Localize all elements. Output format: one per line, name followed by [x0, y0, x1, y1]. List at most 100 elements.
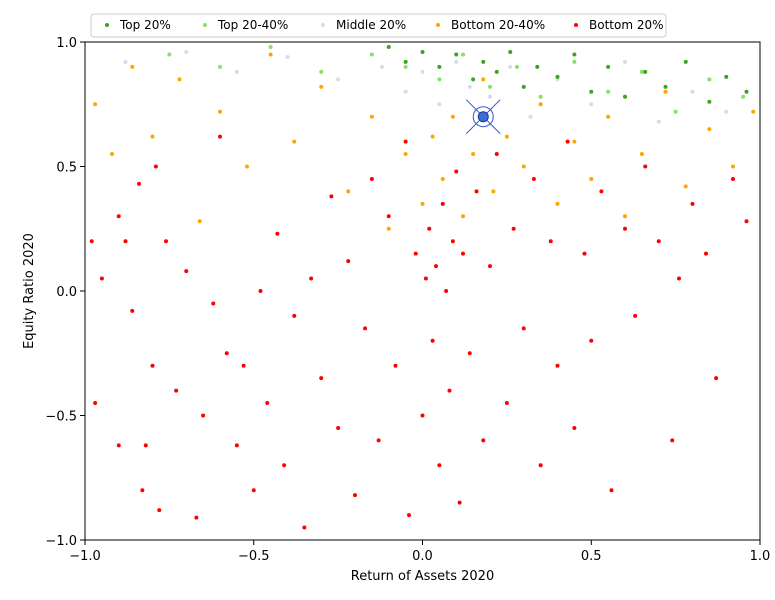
data-point: [197, 219, 202, 224]
data-point: [153, 164, 158, 169]
data-point: [157, 508, 162, 513]
plot-area: [89, 44, 756, 530]
data-point: [437, 463, 442, 468]
x-tick-label: 0.5: [581, 549, 602, 564]
data-point: [241, 363, 246, 368]
data-point: [474, 189, 479, 194]
data-point: [572, 52, 577, 57]
data-point: [437, 64, 442, 69]
data-point: [116, 443, 121, 448]
data-point: [683, 59, 688, 64]
data-point: [690, 89, 695, 94]
data-point: [548, 239, 553, 244]
data-point: [467, 351, 472, 356]
data-point: [268, 52, 273, 57]
data-point: [386, 44, 391, 49]
data-point: [663, 84, 668, 89]
legend-item: Bottom 20-40%: [436, 18, 545, 32]
data-point: [319, 376, 324, 381]
data-point: [420, 413, 425, 418]
legend-marker: [105, 23, 109, 27]
data-point: [572, 59, 577, 64]
x-tick-label: −0.5: [238, 549, 270, 564]
y-tick-label: −1.0: [45, 534, 77, 549]
data-point: [427, 226, 432, 231]
data-point: [582, 251, 587, 256]
data-point: [403, 89, 408, 94]
data-point: [481, 438, 486, 443]
data-point: [93, 401, 98, 406]
plot-frame: [84, 41, 761, 541]
y-tick-label: −0.5: [45, 410, 77, 425]
data-point: [251, 488, 256, 493]
data-point: [677, 276, 681, 281]
data-point: [245, 164, 249, 169]
data-point: [268, 44, 273, 49]
data-point: [511, 226, 516, 231]
data-point: [508, 49, 513, 54]
data-point: [481, 59, 486, 64]
data-point: [275, 231, 280, 236]
data-point: [639, 69, 644, 74]
data-point: [471, 77, 476, 82]
data-point: [609, 488, 614, 493]
legend-item: Middle 20%: [321, 18, 406, 32]
series-bottom-20-: [89, 134, 749, 530]
series-bottom-20-40-: [93, 52, 756, 231]
data-point: [521, 326, 526, 331]
data-point: [673, 109, 678, 114]
data-point: [714, 376, 719, 381]
data-point: [565, 139, 570, 144]
data-point: [663, 89, 668, 94]
data-point: [623, 226, 627, 231]
data-point: [683, 184, 688, 189]
data-point: [380, 64, 384, 69]
data-point: [403, 152, 408, 157]
data-point: [741, 94, 746, 99]
legend-marker: [321, 23, 325, 27]
legend-label: Top 20%: [119, 18, 171, 32]
data-point: [744, 219, 749, 224]
legend-label: Top 20-40%: [217, 18, 288, 32]
x-tick-label: 0.0: [412, 549, 433, 564]
data-point: [538, 463, 543, 468]
data-point: [707, 127, 712, 132]
data-point: [538, 94, 543, 99]
data-point: [751, 109, 756, 114]
data-point: [430, 134, 435, 139]
data-point: [369, 114, 374, 119]
data-point: [440, 176, 445, 181]
data-point: [504, 401, 509, 406]
data-point: [184, 269, 189, 274]
data-point: [508, 64, 513, 69]
data-point: [494, 69, 499, 74]
data-point: [555, 363, 560, 368]
data-point: [423, 276, 428, 281]
data-point: [670, 438, 675, 443]
data-point: [450, 114, 455, 119]
data-point: [504, 134, 509, 139]
data-point: [467, 84, 472, 89]
data-point: [218, 64, 222, 69]
data-point: [413, 251, 418, 256]
legend-box: [90, 13, 667, 38]
data-point: [130, 64, 135, 69]
data-point: [639, 152, 644, 157]
data-point: [572, 139, 577, 144]
data-point: [386, 214, 391, 219]
data-point: [457, 500, 462, 505]
legend-item: Bottom 20%: [574, 18, 664, 32]
data-point: [707, 99, 712, 104]
data-point: [89, 239, 94, 244]
data-point: [572, 425, 577, 430]
data-point: [515, 64, 519, 69]
data-point: [437, 102, 442, 107]
data-point: [319, 69, 324, 74]
data-point: [704, 251, 708, 256]
data-point: [521, 84, 526, 89]
data-point: [282, 463, 287, 468]
data-point: [329, 194, 334, 199]
series-top-20-: [386, 44, 749, 104]
data-point: [555, 201, 560, 206]
data-point: [744, 89, 749, 94]
